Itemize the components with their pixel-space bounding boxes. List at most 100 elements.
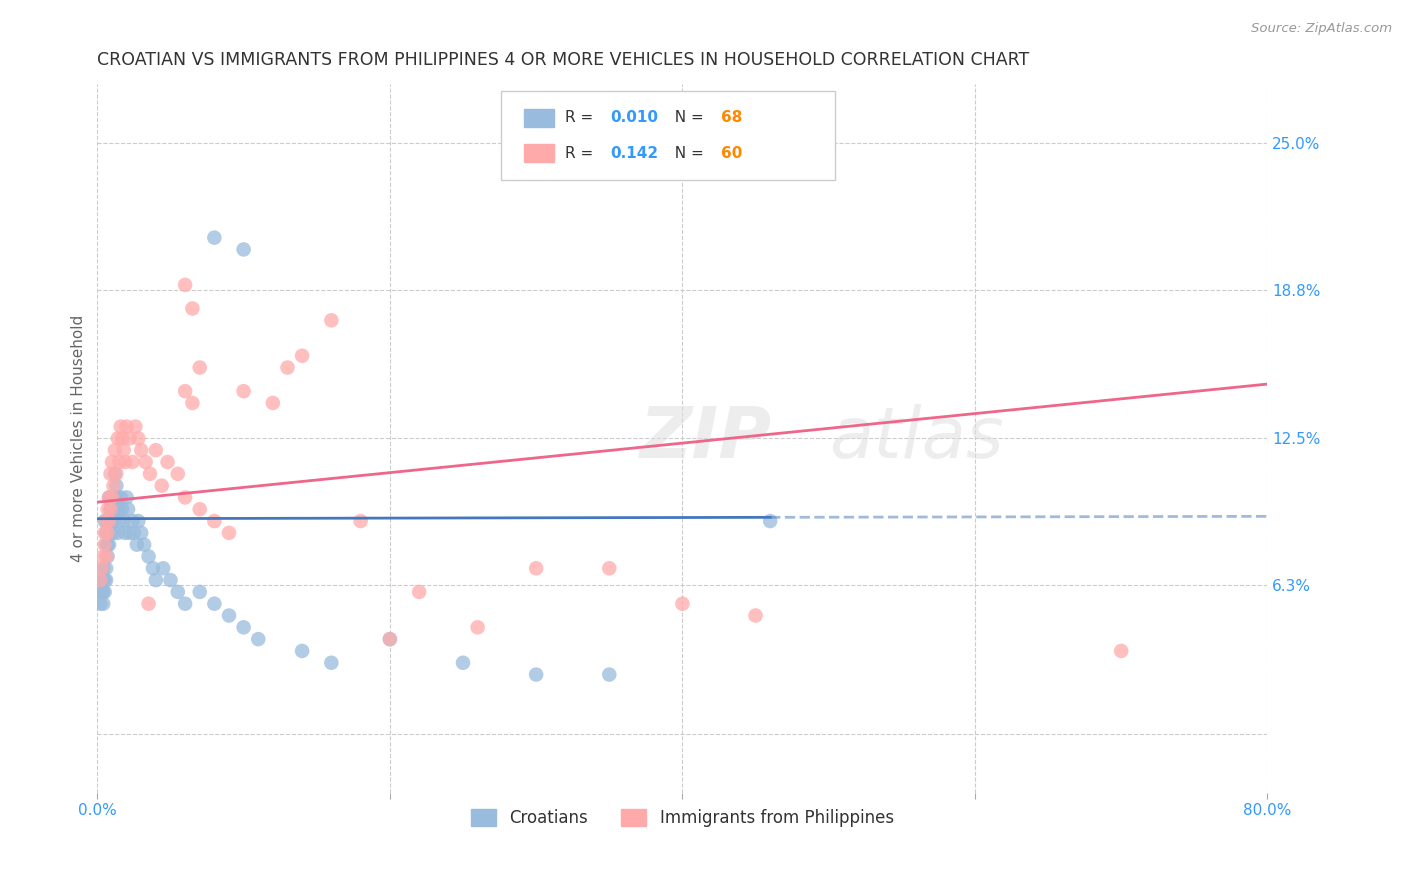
Point	[117, 502, 139, 516]
Point	[276, 360, 298, 375]
Point	[408, 585, 430, 599]
Point	[291, 349, 314, 363]
Text: 60: 60	[721, 145, 742, 161]
Point	[108, 502, 131, 516]
Point	[93, 525, 115, 540]
Point	[129, 443, 152, 458]
Point	[94, 514, 117, 528]
Point	[145, 443, 167, 458]
Point	[107, 525, 129, 540]
Point	[108, 455, 131, 469]
Point	[90, 573, 112, 587]
Point	[101, 491, 124, 505]
Point	[232, 243, 254, 257]
Text: R =: R =	[565, 145, 599, 161]
Point	[101, 455, 124, 469]
Point	[188, 360, 211, 375]
Point	[91, 585, 114, 599]
Text: 0.142: 0.142	[610, 145, 658, 161]
Point	[218, 525, 240, 540]
Point	[100, 525, 122, 540]
Point	[121, 455, 143, 469]
Point	[145, 573, 167, 587]
Point	[598, 667, 620, 681]
Point	[91, 597, 114, 611]
Point	[349, 514, 371, 528]
Point	[321, 656, 343, 670]
Point	[104, 491, 127, 505]
Point	[111, 502, 134, 516]
Point	[110, 419, 132, 434]
Point	[159, 573, 181, 587]
Point	[218, 608, 240, 623]
Point	[114, 525, 136, 540]
FancyBboxPatch shape	[501, 91, 835, 180]
Bar	[524, 109, 554, 127]
Point	[118, 525, 141, 540]
Point	[90, 561, 112, 575]
Point	[111, 431, 134, 445]
Point	[112, 514, 135, 528]
Point	[97, 538, 120, 552]
Point	[103, 478, 125, 492]
Point	[98, 514, 121, 528]
Point	[759, 514, 782, 528]
Point	[150, 478, 173, 492]
Point	[125, 538, 148, 552]
Point	[174, 384, 197, 399]
Point	[524, 561, 547, 575]
Point	[94, 561, 117, 575]
Point	[105, 478, 128, 492]
Point	[115, 491, 138, 505]
Point	[142, 561, 165, 575]
Point	[188, 502, 211, 516]
Point	[93, 538, 115, 552]
Point	[744, 608, 766, 623]
Point	[135, 455, 157, 469]
Point	[524, 667, 547, 681]
Point	[110, 491, 132, 505]
Point	[97, 514, 120, 528]
Point	[232, 384, 254, 399]
Point	[100, 502, 122, 516]
Text: atlas: atlas	[830, 404, 1004, 473]
Point	[202, 597, 225, 611]
Point	[166, 585, 188, 599]
Point	[115, 419, 138, 434]
Point	[127, 514, 149, 528]
Point	[156, 455, 179, 469]
Point	[174, 491, 197, 505]
Point	[100, 467, 122, 481]
Point	[181, 301, 204, 316]
Point	[138, 549, 160, 564]
Point	[103, 525, 125, 540]
Point	[118, 431, 141, 445]
Point	[108, 514, 131, 528]
Text: N =: N =	[665, 111, 709, 125]
Point	[174, 277, 197, 292]
Point	[94, 573, 117, 587]
Point	[378, 632, 401, 647]
Point	[152, 561, 174, 575]
Point	[107, 491, 129, 505]
Point	[94, 538, 117, 552]
Point	[202, 230, 225, 244]
Point	[232, 620, 254, 634]
Point	[262, 396, 284, 410]
Point	[138, 597, 160, 611]
Legend: Croatians, Immigrants from Philippines: Croatians, Immigrants from Philippines	[464, 803, 900, 834]
Point	[90, 585, 112, 599]
Point	[105, 467, 128, 481]
Point	[114, 455, 136, 469]
Text: CROATIAN VS IMMIGRANTS FROM PHILIPPINES 4 OR MORE VEHICLES IN HOUSEHOLD CORRELAT: CROATIAN VS IMMIGRANTS FROM PHILIPPINES …	[97, 51, 1029, 69]
Point	[247, 632, 270, 647]
Point	[103, 502, 125, 516]
Point	[97, 549, 120, 564]
Point	[121, 514, 143, 528]
Point	[112, 443, 135, 458]
Point	[188, 585, 211, 599]
Point	[91, 549, 114, 564]
Point	[104, 443, 127, 458]
Point	[98, 538, 121, 552]
Point	[97, 525, 120, 540]
